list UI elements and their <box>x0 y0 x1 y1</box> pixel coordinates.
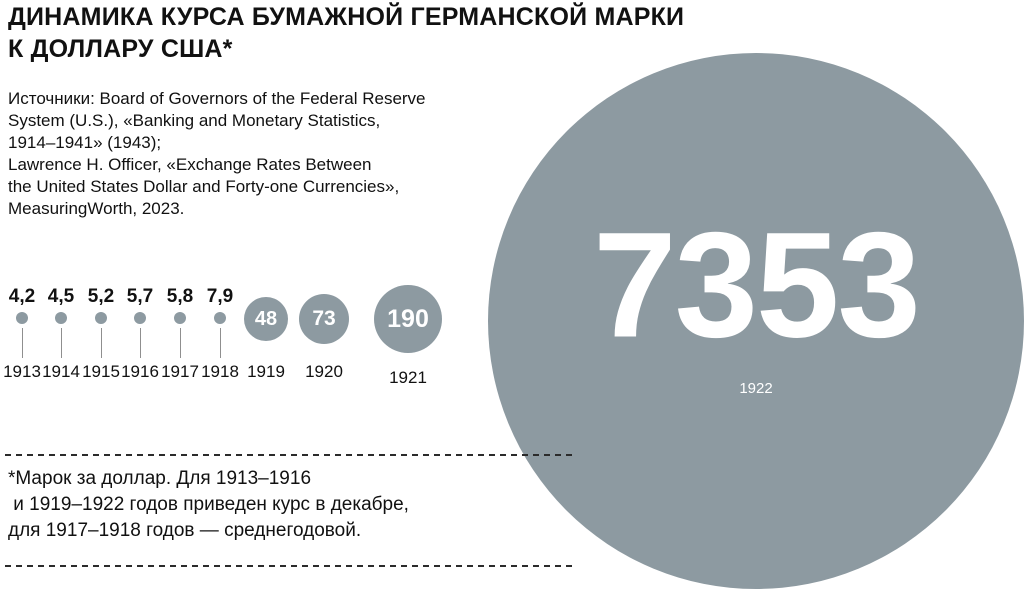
year-label: 1918 <box>201 362 239 381</box>
dot-marker <box>55 312 67 324</box>
value-label: 4,2 <box>8 286 36 307</box>
bubble-value-label: 190 <box>387 304 429 333</box>
bubble-value-label: 73 <box>312 307 336 330</box>
value-label: 5,8 <box>166 286 194 307</box>
year-label: 1914 <box>42 362 80 381</box>
dot-marker <box>95 312 107 324</box>
value-label: 5,2 <box>87 286 115 307</box>
value-label: 5,7 <box>126 286 154 307</box>
year-label: 1920 <box>305 362 343 381</box>
tick-line <box>180 328 181 358</box>
year-label: 1916 <box>121 362 159 381</box>
sources-text: Источники: Board of Governors of the Fed… <box>8 89 426 219</box>
tick-line <box>101 328 102 358</box>
bubble-1922: 7353 1922 <box>488 53 1024 589</box>
tick-line <box>61 328 62 358</box>
big-circle <box>488 53 1024 589</box>
value-label: 4,5 <box>47 286 75 307</box>
dot-marker <box>16 312 28 324</box>
year-label: 1922 <box>739 380 773 397</box>
value-label: 7,9 <box>206 286 234 307</box>
dashed-divider-top <box>5 454 576 456</box>
chart-title: ДИНАМИКА КУРСА БУМАЖНОЙ ГЕРМАНСКОЙ МАРКИ… <box>8 3 685 63</box>
bubble-1921: 190 <box>374 285 442 353</box>
bubble-1920: 73 <box>299 294 349 344</box>
big-value-label: 7353 <box>593 200 921 369</box>
tick-line <box>220 328 221 358</box>
year-label: 1917 <box>161 362 199 381</box>
dot-marker <box>214 312 226 324</box>
tick-line <box>140 328 141 358</box>
tick-line <box>22 328 23 358</box>
year-label: 1919 <box>247 362 285 381</box>
year-label: 1921 <box>389 368 427 387</box>
year-label: 1913 <box>3 362 41 381</box>
bubble-value-label: 48 <box>254 307 278 330</box>
footnote-text: *Марок за доллар. Для 1913–1916 и 1919–1… <box>8 468 409 542</box>
dashed-divider-bottom <box>5 565 576 567</box>
year-label: 1915 <box>82 362 120 381</box>
bubble-1919: 48 <box>244 297 288 341</box>
dot-marker <box>174 312 186 324</box>
dot-marker <box>134 312 146 324</box>
